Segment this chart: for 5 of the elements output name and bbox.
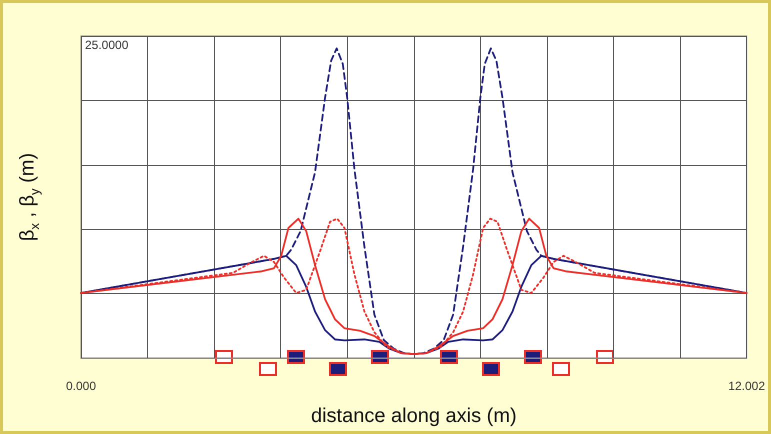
x-axis-title: distance along axis (m) — [310, 405, 517, 427]
x-tick-label: 12.002 — [728, 379, 766, 393]
y-axis-title: βx , βy (m) — [16, 152, 42, 242]
annotation: 25.0000 — [85, 38, 129, 52]
x-tick-label: 0.000 — [66, 379, 96, 393]
